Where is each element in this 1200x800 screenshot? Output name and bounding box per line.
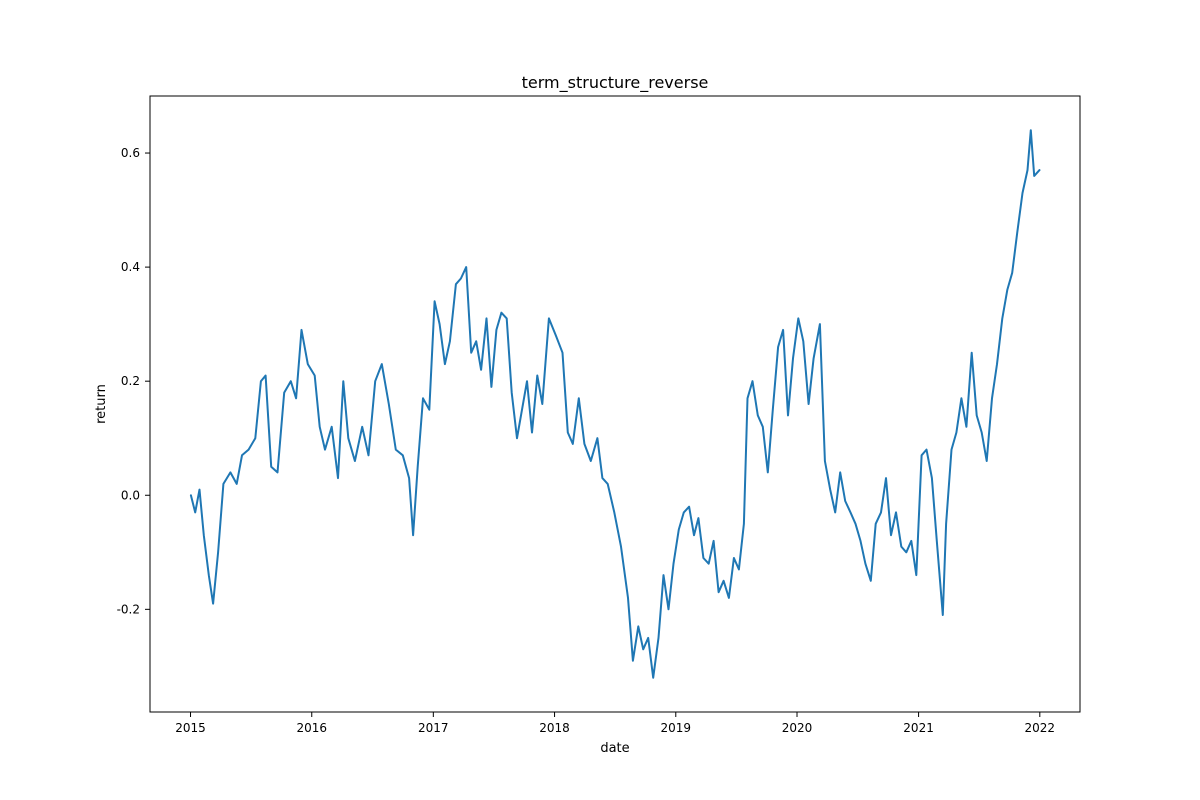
y-tick-label: 0.2 bbox=[121, 374, 140, 388]
y-tick-label: 0.0 bbox=[121, 488, 140, 502]
x-tick-label: 2017 bbox=[418, 721, 449, 735]
x-tick-label: 2022 bbox=[1025, 721, 1056, 735]
x-axis: 2015 2016 2017 2018 2019 2020 2021 2022 bbox=[175, 712, 1055, 735]
x-tick-label: 2018 bbox=[539, 721, 570, 735]
y-axis: -0.2 0.0 0.2 0.4 0.6 bbox=[117, 146, 150, 616]
y-tick-label: 0.4 bbox=[121, 260, 140, 274]
x-tick-label: 2021 bbox=[903, 721, 934, 735]
y-tick-label: -0.2 bbox=[117, 602, 140, 616]
x-tick-label: 2016 bbox=[296, 721, 327, 735]
y-tick-label: 0.6 bbox=[121, 146, 140, 160]
x-axis-label: date bbox=[600, 741, 629, 756]
series-line bbox=[189, 129, 1041, 679]
x-tick-label: 2015 bbox=[175, 721, 206, 735]
plot-frame bbox=[149, 95, 1081, 713]
y-axis-label: return bbox=[94, 384, 109, 424]
series-layer bbox=[189, 129, 1041, 679]
chart-title: term_structure_reverse bbox=[522, 73, 709, 93]
x-tick-label: 2019 bbox=[661, 721, 692, 735]
x-tick-label: 2020 bbox=[782, 721, 813, 735]
